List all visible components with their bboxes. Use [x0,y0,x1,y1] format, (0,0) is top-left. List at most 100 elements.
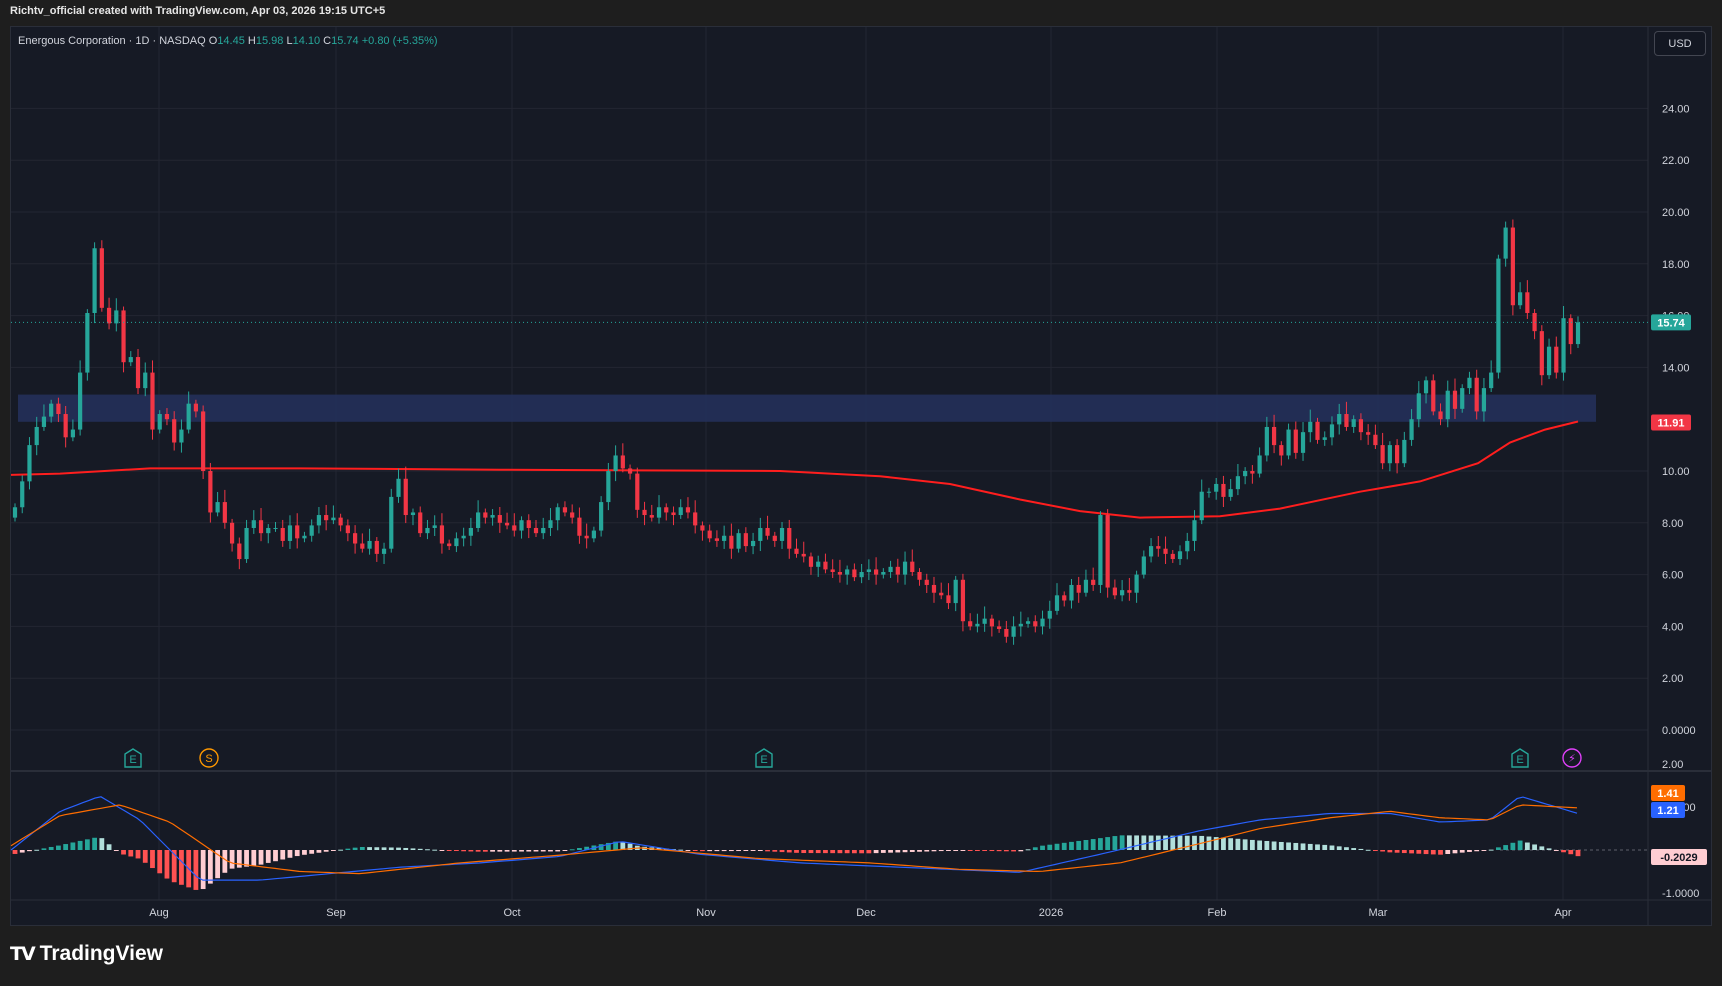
candle-body [1337,414,1342,425]
candle-body [1040,618,1045,627]
macd-histogram-bar [251,850,257,866]
candle-body [577,517,582,536]
candle-body [1467,377,1472,389]
candle-body [302,535,307,539]
candle-body [1279,445,1284,456]
chart-caption: Richtv_official created with TradingView… [10,5,386,17]
macd-histogram-bar [1242,839,1248,850]
candle-body [483,512,488,518]
macd-histogram-bar [555,850,561,852]
candle-body [1025,621,1031,624]
macd-histogram-bar [808,850,814,854]
macd-histogram-bar [1126,835,1132,850]
candle-body [1394,445,1400,464]
macd-histogram-bar [1452,850,1458,854]
signal-line [10,804,1578,875]
macd-histogram-bar [374,847,380,850]
earnings-icon-label: E [129,754,136,766]
tradingview-logo-icon: TV [10,943,36,965]
legend-open: 14.45 [217,35,245,47]
candle-body [172,419,177,443]
candle-body [620,455,625,469]
macd-histogram-bar [1163,835,1168,850]
macd-histogram-bar [215,850,221,879]
candle-body [1286,429,1291,456]
candle-body [700,525,705,531]
earnings-icon [755,748,773,768]
macd-histogram-bar [446,850,452,851]
macd-histogram-bar [1481,850,1487,851]
macd-histogram-bar [1286,842,1291,850]
candle-body [1510,227,1515,306]
candle-body [266,527,271,534]
histogram-label: -0.2029 [1660,852,1697,864]
candle-body [432,525,437,528]
candle-body [476,512,481,528]
y-tick-label: 0.0000 [1662,725,1696,737]
candle-body [425,527,430,534]
macd-histogram-bar [526,850,532,852]
candle-body [671,512,676,516]
macd-histogram-bar [41,848,47,850]
candle-body [1120,590,1125,596]
candle-body [309,525,314,536]
candle-body [664,507,669,513]
macd-histogram-bar [359,846,365,850]
macd-histogram-bar [1134,835,1139,850]
macd-histogram-bar [142,850,148,863]
candle-body [454,538,459,547]
macd-histogram-bar [1539,846,1545,850]
macd-histogram-bar [1459,850,1465,853]
macd-histogram-bar [743,850,749,852]
candle-body [960,579,966,622]
candle-body [830,569,835,573]
macd-histogram-bar [27,850,32,852]
macd-histogram-bar [309,850,315,854]
y-tick-label: 4.00 [1662,621,1683,633]
candle-body [381,548,387,554]
macd-histogram-bar [1061,842,1067,850]
y-tick-label: 20.00 [1662,207,1690,219]
macd-histogram-bar [1047,844,1053,850]
candle-body [106,307,112,324]
candle-body [1033,621,1038,627]
candle-body [1518,292,1523,306]
candle-body [1496,258,1501,373]
candle-body [1105,515,1110,588]
candle-body [490,515,495,518]
macd-histogram-bar [540,850,546,852]
macd-histogram-bar [367,847,372,850]
macd-histogram-bar [63,844,69,850]
currency-button[interactable]: USD [1654,31,1706,56]
candle-body [244,527,249,560]
candle-body [135,357,141,389]
candle-body [562,507,568,513]
macd-histogram-bar [1474,850,1480,852]
macd-histogram-bar [258,850,264,865]
macd-histogram-bar [1083,840,1089,850]
macd-histogram-bar [830,850,836,854]
x-tick-label: Sep [326,907,346,919]
macd-histogram-bar [1307,843,1313,850]
macd-histogram-bar [1496,847,1501,850]
candle-body [678,507,683,516]
candle-body [1112,587,1117,596]
candle-body [410,512,416,516]
macd-histogram-bar [1524,842,1530,850]
candle-body [953,579,958,604]
candle-body [273,527,278,529]
macd-line [10,796,1578,881]
candle-body [975,623,980,627]
macd-histogram-bar [1098,838,1103,850]
candle-body [222,502,227,523]
x-tick-label: 2026 [1039,907,1063,919]
macd-histogram-bar [1025,849,1031,851]
split-icon [199,748,219,768]
macd-histogram-bar [316,850,322,853]
candle-body [794,548,799,554]
macd-histogram-bar [84,839,90,850]
tradingview-logo[interactable]: TV TradingView [10,942,163,966]
macd-histogram-bar [1372,850,1378,851]
macd-histogram-bar [1040,845,1045,850]
